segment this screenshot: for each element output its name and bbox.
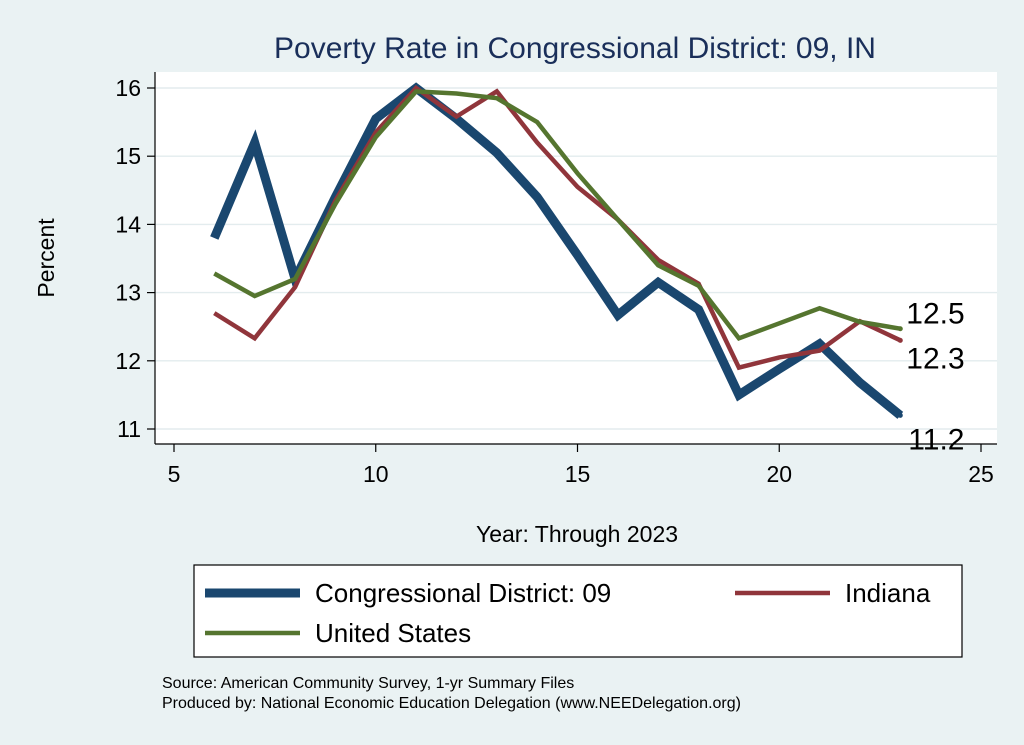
x-axis-ticks: 5 10 15 20 25: [168, 444, 994, 487]
end-point-marker: [897, 412, 903, 418]
end-value-labels: 11.2 12.3 12.5: [897, 298, 965, 456]
y-tick-label: 11: [117, 416, 141, 442]
end-value-label: 12.5: [906, 298, 964, 331]
y-axis-title: Percent: [33, 218, 59, 298]
legend: Congressional District: 09 Indiana United …: [205, 578, 931, 648]
x-tick-label: 15: [565, 461, 591, 487]
x-tick-label: 20: [766, 461, 792, 487]
series-line-united-states: [213, 89, 901, 341]
legend-box: [193, 564, 963, 658]
x-tick-label: 25: [968, 461, 994, 487]
end-value-label: 11.2: [908, 423, 964, 456]
legend-label: United States: [315, 618, 471, 648]
grid-lines: [155, 87, 997, 430]
y-tick-label: 12: [115, 348, 141, 374]
y-tick-label: 13: [115, 280, 141, 306]
y-axis-ticks: 11 12 13 14 15 16: [115, 75, 155, 442]
source-note: Source: American Community Survey, 1-yr …: [162, 675, 574, 692]
end-point-marker: [897, 337, 903, 343]
end-value-label: 12.3: [906, 342, 964, 375]
y-tick-label: 14: [115, 211, 141, 237]
x-tick-label: 10: [363, 461, 389, 487]
legend-label: Indiana: [845, 578, 931, 608]
chart-title: Poverty Rate in Congressional District: …: [274, 32, 876, 65]
series-lines: [210, 82, 904, 419]
end-point-marker: [897, 326, 903, 332]
x-axis-title: Year: Through 2023: [476, 521, 678, 547]
y-tick-label: 16: [115, 75, 141, 101]
y-tick-label: 15: [115, 143, 141, 169]
producer-note: Produced by: National Economic Education…: [162, 695, 741, 712]
x-tick-label: 5: [168, 461, 181, 487]
legend-label: Congressional District: 09: [315, 578, 611, 608]
